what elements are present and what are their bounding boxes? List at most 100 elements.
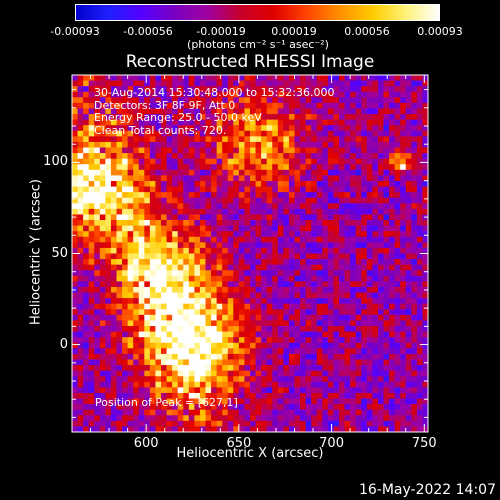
heatmap-cell: [355, 186, 362, 193]
heatmap-cell: [138, 186, 145, 193]
heatmap-cell: [211, 147, 218, 154]
heatmap-cell: [83, 376, 90, 383]
heatmap-cell: [172, 80, 179, 87]
heatmap-cell: [389, 175, 396, 182]
heatmap-cell: [166, 392, 173, 399]
heatmap-cell: [211, 231, 218, 238]
heatmap-cell: [333, 259, 340, 266]
heatmap-cell: [361, 376, 368, 383]
heatmap-cell: [255, 326, 262, 332]
heatmap-cell: [105, 270, 112, 277]
heatmap-cell: [272, 214, 279, 221]
heatmap-cell: [199, 114, 206, 121]
heatmap-cell: [161, 320, 167, 327]
heatmap-cell: [272, 342, 279, 349]
heatmap-cell: [366, 286, 373, 293]
heatmap-cell: [311, 392, 318, 399]
heatmap-cell: [138, 97, 145, 104]
heatmap-cell: [383, 203, 390, 210]
heatmap-cell: [400, 370, 407, 377]
heatmap-cell: [311, 164, 318, 171]
heatmap-cell: [166, 220, 173, 227]
heatmap-cell: [405, 164, 412, 171]
heatmap-cell: [172, 186, 179, 193]
heatmap-cell: [283, 270, 290, 277]
heatmap-cell: [205, 108, 212, 115]
heatmap-cell: [250, 108, 256, 115]
heatmap-cell: [138, 381, 145, 388]
heatmap-cell: [366, 415, 373, 422]
heatmap-cell: [227, 381, 234, 388]
heatmap-cell: [188, 80, 195, 87]
heatmap-cell: [177, 331, 184, 338]
heatmap-cell: [283, 214, 290, 221]
heatmap-cell: [72, 153, 78, 160]
heatmap-cell: [400, 381, 407, 388]
heatmap-cell: [127, 376, 134, 383]
heatmap-cell: [288, 331, 295, 338]
heatmap-cell: [266, 326, 273, 332]
heatmap-cell: [266, 141, 273, 148]
heatmap-cell: [177, 376, 184, 383]
heatmap-cell: [155, 303, 162, 310]
heatmap-cell: [238, 398, 245, 405]
heatmap-cell: [99, 91, 106, 98]
heatmap-cell: [266, 298, 273, 305]
heatmap-cell: [294, 303, 301, 310]
heatmap-cell: [122, 387, 129, 394]
heatmap-cell: [177, 326, 184, 332]
heatmap-cell: [261, 236, 268, 243]
heatmap-cell: [238, 231, 245, 238]
heatmap-cell: [327, 158, 334, 165]
heatmap-cell: [238, 236, 245, 243]
heatmap-cell: [272, 192, 279, 199]
heatmap-cell: [99, 303, 106, 310]
heatmap-cell: [177, 86, 184, 93]
heatmap-cell: [144, 359, 151, 366]
heatmap-cell: [350, 231, 357, 238]
heatmap-cell: [394, 242, 401, 249]
heatmap-cell: [327, 359, 334, 366]
heatmap-cell: [316, 381, 323, 388]
heatmap-cell: [77, 337, 84, 344]
heatmap-cell: [183, 180, 190, 187]
heatmap-cell: [149, 141, 156, 148]
heatmap-cell: [222, 409, 229, 416]
heatmap-cell: [205, 220, 212, 227]
heatmap-cell: [300, 309, 307, 316]
heatmap-cell: [238, 91, 245, 98]
heatmap-cell: [422, 130, 429, 137]
x-tick-label: 600: [133, 436, 159, 451]
heatmap-cell: [72, 275, 78, 282]
heatmap-cell: [322, 253, 329, 260]
heatmap-cell: [94, 86, 101, 93]
heatmap-cell: [400, 387, 407, 394]
heatmap-cell: [94, 220, 101, 227]
heatmap-cell: [422, 175, 429, 182]
heatmap-cell: [244, 392, 251, 399]
heatmap-cell: [72, 348, 78, 355]
heatmap-cell: [110, 326, 117, 332]
heatmap-cell: [199, 136, 206, 143]
heatmap-cell: [355, 169, 362, 176]
heatmap-cell: [244, 404, 251, 411]
heatmap-cell: [222, 186, 229, 193]
heatmap-cell: [366, 236, 373, 243]
heatmap-cell: [311, 119, 318, 126]
heatmap-cell: [266, 270, 273, 277]
heatmap-cell: [355, 136, 362, 143]
heatmap-cell: [394, 381, 401, 388]
heatmap-cell: [77, 164, 84, 171]
heatmap-cell: [138, 303, 145, 310]
heatmap-cell: [166, 125, 173, 132]
heatmap-cell: [233, 86, 240, 93]
heatmap-cell: [288, 392, 295, 399]
heatmap-cell: [361, 141, 368, 148]
heatmap-cell: [94, 225, 101, 232]
heatmap-cell: [244, 102, 251, 109]
heatmap-cell: [177, 314, 184, 321]
heatmap-cell: [339, 270, 345, 277]
heatmap-cell: [166, 214, 173, 221]
heatmap-cell: [127, 326, 134, 332]
heatmap-cell: [122, 220, 129, 227]
